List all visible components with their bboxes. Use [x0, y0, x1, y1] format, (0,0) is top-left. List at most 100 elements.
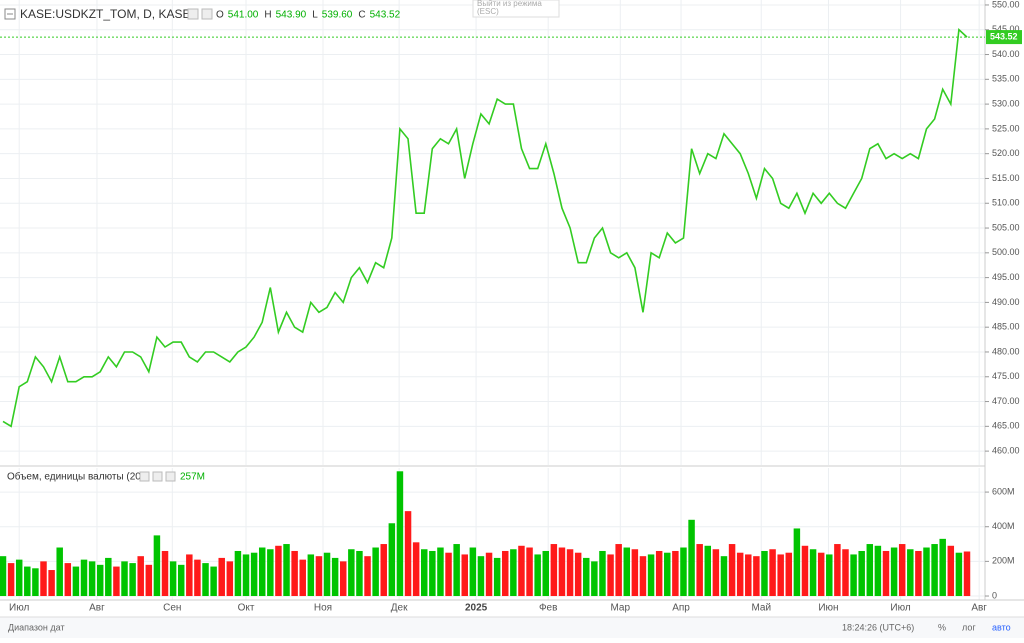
- volume-bar: [599, 550, 606, 597]
- labels: Июл Авг Сен Окт Ноя Дек 2025 Фев Мар Апр Май Июн Июл…: [9, 0, 1022, 614]
- volume-bar: [153, 535, 161, 597]
- volume-bar: [364, 556, 371, 597]
- volume-bar: [339, 561, 347, 597]
- volume-bar: [388, 523, 396, 597]
- volume-bar: [331, 557, 339, 597]
- last-price-badge: [986, 30, 1022, 45]
- volume-bar: [769, 549, 776, 597]
- volume-bar: [412, 542, 420, 597]
- volume-bar: [518, 545, 525, 597]
- volume-bar: [218, 557, 225, 597]
- x-tick-label: Окт: [238, 603, 255, 614]
- volume-bar: [591, 561, 598, 597]
- y-tick-label: 535.00: [992, 74, 1020, 84]
- x-tick-label: Июл: [890, 603, 910, 614]
- y-tick-label: 470.00: [992, 396, 1020, 406]
- volume-bar: [882, 550, 890, 597]
- volume-bar: [745, 554, 752, 597]
- volume-bar: [890, 547, 898, 597]
- volume-bar: [631, 549, 639, 597]
- settings-icon[interactable]: [139, 471, 150, 482]
- ohlc-key: O: [216, 10, 224, 21]
- ohlc-value: 543.90: [276, 10, 307, 21]
- y-tick-label: 510.00: [992, 198, 1020, 208]
- volume-bar: [477, 556, 485, 597]
- volume-bar: [161, 550, 169, 597]
- volume-bar: [315, 556, 323, 597]
- x-tick-label: Авг: [971, 603, 987, 614]
- volume-bar: [72, 566, 80, 597]
- volume-bar: [574, 552, 582, 597]
- symbol-title: KASE:USDKZT_TOM, D, KASE: [20, 7, 190, 21]
- volume-bar: [817, 552, 825, 597]
- volume-bar: [372, 547, 379, 597]
- hide-icon[interactable]: [201, 8, 213, 20]
- y-tick-label: 550.00: [992, 0, 1020, 9]
- volume-bar: [850, 554, 857, 597]
- y-tick-label: 515.00: [992, 173, 1020, 183]
- x-tick-label: Сен: [163, 603, 181, 614]
- date-range-button[interactable]: Диапазон дат: [8, 622, 65, 632]
- log-button[interactable]: лог: [962, 622, 976, 632]
- volume-bar: [502, 550, 509, 597]
- volume-bar: [186, 554, 193, 597]
- hide-icon[interactable]: [152, 471, 163, 482]
- volume-bar: [445, 552, 452, 597]
- volume-bar: [323, 552, 331, 597]
- volume-bar: [858, 550, 865, 597]
- volume-bar: [169, 561, 177, 597]
- volume-bar: [250, 552, 258, 597]
- ohlc-value: 543.52: [370, 10, 401, 21]
- volume-bar: [234, 550, 242, 597]
- x-tick-label: Дек: [391, 603, 408, 614]
- marks: [0, 28, 985, 597]
- volume-bar: [696, 544, 703, 597]
- settings-icon[interactable]: [187, 8, 199, 20]
- volume-bar: [542, 550, 549, 597]
- volume-bar: [793, 528, 801, 597]
- volume-bar: [210, 566, 217, 597]
- volume-bar: [680, 547, 687, 597]
- collapse-icon[interactable]: [4, 8, 16, 20]
- volume-bar: [777, 554, 784, 597]
- ohlc-key: L: [312, 10, 318, 21]
- y-tick-label: 600M: [992, 486, 1015, 496]
- volume-bar: [80, 559, 88, 597]
- volume-bar: [275, 545, 282, 597]
- volume-bar: [534, 554, 541, 597]
- y-tick-label: 540.00: [992, 49, 1020, 59]
- volume-bar: [348, 549, 355, 597]
- volume-bar: [736, 552, 744, 597]
- volume-bar: [202, 563, 209, 597]
- volume-title: Объем, единицы валюты (20): [7, 471, 144, 483]
- volume-bar: [194, 559, 201, 597]
- y-tick-label: 495.00: [992, 272, 1020, 282]
- close-icon[interactable]: [165, 471, 176, 482]
- percent-button[interactable]: %: [938, 622, 946, 632]
- volume-bar: [712, 549, 720, 597]
- volume-bar: [32, 568, 39, 597]
- volume-bar: [809, 549, 817, 597]
- volume-bar: [485, 552, 493, 597]
- volume-bar: [785, 552, 793, 597]
- volume-bar: [121, 561, 128, 597]
- volume-bar: [655, 550, 663, 597]
- volume-bar: [866, 544, 874, 597]
- volume-bar: [429, 550, 436, 597]
- auto-button[interactable]: авто: [992, 622, 1011, 632]
- x-tick-label: Фев: [539, 603, 557, 614]
- volume-bar: [96, 564, 104, 597]
- ohlc: O 541.00 H 543.90 L 539.60 C 543.52: [216, 10, 401, 21]
- volume-bar: [664, 552, 671, 597]
- volume-bar: [907, 549, 914, 597]
- volume-bar: [283, 544, 290, 597]
- y-tick-label: 545.00: [992, 24, 1020, 34]
- volume-bar: [566, 549, 574, 597]
- y-tick-label: 490.00: [992, 297, 1020, 307]
- volume-bar: [137, 556, 144, 597]
- y-tick-label: 525.00: [992, 123, 1020, 133]
- volume-bar: [145, 564, 153, 597]
- x-tick-label: Июл: [9, 603, 29, 614]
- volume-bar: [48, 570, 55, 597]
- volume-bar: [955, 552, 963, 597]
